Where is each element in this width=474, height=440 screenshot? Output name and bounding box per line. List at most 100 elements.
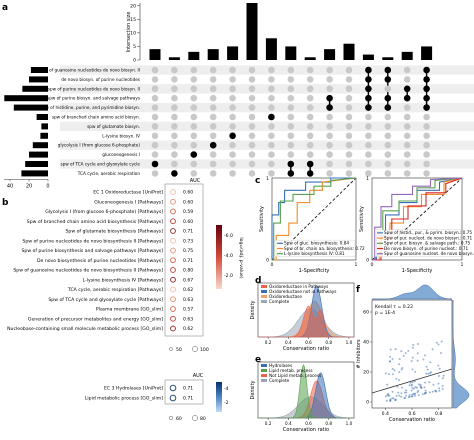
set-label: spw of guanosine nucleotides de novo bio…	[40, 68, 140, 73]
matrix-dot	[326, 141, 333, 149]
term-label: Glycolysis I (from glucose 6-phosphate) …	[45, 209, 163, 215]
matrix-dot	[229, 160, 236, 168]
scatter-point	[418, 383, 420, 386]
scatter-point	[411, 393, 414, 396]
scatter-y-tick-label: 60	[363, 310, 369, 316]
matrix-dot	[345, 170, 353, 177]
set-label: spw of histidine, purine, and pyrimidine…	[41, 105, 140, 110]
scatter-point	[401, 367, 404, 369]
term-auc: 0.71	[183, 386, 193, 392]
matrix-dot	[345, 160, 353, 168]
density-legend-swatch	[261, 295, 267, 298]
scatter-point	[437, 382, 440, 385]
term-label: EC 1 Oxidoreductase [UniProt]	[93, 190, 163, 196]
matrix-dot	[365, 141, 372, 149]
red-colorbar-tick: -2.0	[224, 273, 233, 279]
density-x-tick-label: 0.8	[325, 421, 332, 426]
intersection-bar	[265, 38, 277, 60]
matrix-dot	[171, 85, 178, 93]
intersection-y-tick-label: 15	[130, 17, 136, 23]
scatter-point	[405, 391, 408, 394]
scatter-point	[389, 355, 392, 358]
matrix-dot	[306, 104, 314, 111]
auc-header: AUC	[190, 178, 201, 184]
scatter-point	[429, 372, 432, 375]
matrix-dot	[151, 113, 159, 121]
roc-legend-label: Spw of guanosine nucleot. de novo biosyn…	[384, 251, 474, 256]
matrix-dot	[171, 104, 178, 111]
scatter-point	[429, 361, 432, 364]
scatter-point	[410, 389, 413, 392]
size-legend-dot	[192, 415, 198, 421]
scatter-point	[425, 365, 428, 368]
matrix-dot	[268, 66, 275, 74]
term-dot	[169, 394, 177, 402]
scatter-point	[422, 358, 425, 361]
intersection-bar	[324, 49, 336, 60]
term-label: Lipid metabolic process [GO_slim]	[85, 396, 163, 402]
matrix-dot	[171, 76, 178, 83]
matrix-dot	[229, 104, 236, 111]
red-colorbar-tick: -6.0	[224, 233, 233, 239]
matrix-dot	[423, 113, 430, 121]
term-label: Spw of guanosine nucleotides de novo bio…	[13, 268, 163, 274]
scatter-point	[398, 394, 401, 397]
matrix-dot	[268, 85, 275, 93]
matrix-dot	[365, 113, 372, 121]
scatter-point	[401, 386, 404, 389]
matrix-dot	[248, 94, 256, 102]
matrix-dot-active	[384, 66, 392, 74]
regression-line	[371, 368, 453, 394]
scatter-point	[405, 389, 407, 392]
set-size-bar	[41, 123, 48, 130]
scatter-point	[441, 385, 444, 387]
matrix-dot	[190, 66, 198, 74]
roc-legend-label: Spw of pur. nucleot. de novo biosyn.: 0.…	[384, 235, 473, 240]
density-x-tick-label: 1.0	[346, 421, 353, 426]
scatter-point	[428, 391, 431, 394]
matrix-dot	[326, 123, 333, 130]
scatter-point	[392, 373, 394, 376]
matrix-dot	[151, 170, 159, 177]
matrix-dot-active	[268, 113, 275, 121]
intersection-bar	[246, 3, 258, 60]
term-auc: 0.71	[183, 229, 193, 235]
matrix-dot	[229, 85, 236, 93]
matrix-dot	[209, 76, 217, 83]
blue-colorbar-tick: -2	[224, 400, 229, 406]
set-size-bar	[25, 161, 48, 167]
scatter-point	[392, 397, 395, 400]
term-auc: 0.75	[183, 248, 193, 254]
density-legend-label: Oxidoreductase not in Pathways	[269, 289, 336, 294]
scatter-x-label: Conservation ratio	[389, 417, 435, 423]
matrix-dot-active	[423, 85, 430, 93]
scatter-point	[426, 368, 429, 371]
matrix-dot	[151, 104, 159, 111]
scatter-point	[421, 393, 424, 396]
intersection-y-tick-label: 5	[133, 44, 136, 50]
term-dot	[170, 247, 176, 254]
term-dot	[169, 384, 177, 392]
matrix-dot	[365, 123, 372, 130]
matrix-dot	[151, 76, 159, 83]
term-label: EC 3 Hydrolases [UniProt]	[104, 386, 163, 392]
matrix-dot	[403, 141, 411, 149]
roc-y-label: Sensitivity	[259, 206, 265, 232]
scatter-point	[400, 368, 403, 371]
matrix-dot	[151, 151, 159, 158]
matrix-dot	[209, 151, 217, 158]
scatter-point	[386, 394, 389, 396]
matrix-dot	[287, 104, 295, 111]
scatter-point	[431, 390, 434, 393]
red-colorbar-tick: -4.0	[224, 253, 233, 259]
matrix-dot	[326, 76, 333, 83]
scatter-point	[394, 399, 397, 401]
term-dot	[170, 228, 176, 234]
density-y-label: Density	[250, 380, 256, 399]
scatter-point	[424, 354, 426, 357]
density-x-tick-label: 0.6	[305, 340, 312, 345]
scatter-point	[410, 384, 413, 387]
top-marginal-density	[372, 284, 453, 300]
matrix-dot	[306, 151, 314, 158]
scatter-point	[411, 368, 414, 371]
